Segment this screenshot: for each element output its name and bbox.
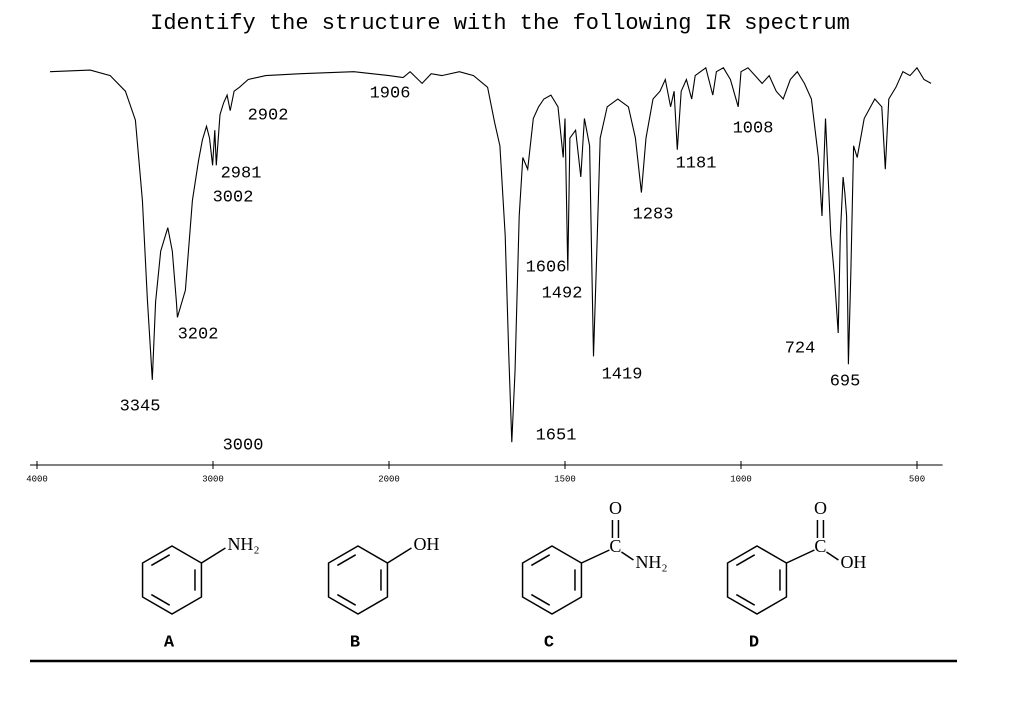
peak-label: 1008 xyxy=(733,119,774,138)
peak-label: 1606 xyxy=(526,258,567,277)
x-tick-label: 500 xyxy=(909,474,925,484)
spectrum-line xyxy=(49,66,932,443)
x-tick-label: 1000 xyxy=(730,474,752,484)
benzene-ring xyxy=(726,545,788,615)
x-tick-label: 2000 xyxy=(378,474,400,484)
peak-label: 1492 xyxy=(542,284,583,303)
double-bond xyxy=(735,554,756,567)
double-bond xyxy=(735,593,756,606)
peak-label: 1181 xyxy=(676,154,717,173)
atom-label: OH xyxy=(840,552,866,572)
bond xyxy=(581,549,610,564)
bond xyxy=(786,549,815,564)
atom-label: O xyxy=(814,498,827,518)
x-tick-label: 4000 xyxy=(26,474,48,484)
choice-letter: C xyxy=(544,633,554,652)
atom-label: NH₂ xyxy=(635,552,667,572)
bond xyxy=(621,551,634,561)
double-bond xyxy=(530,554,551,567)
atom-label: O xyxy=(609,498,622,518)
double-bond xyxy=(150,554,171,567)
atom-label: C xyxy=(814,536,826,556)
peak-label: 3202 xyxy=(178,325,219,344)
benzene-ring xyxy=(521,545,583,615)
benzene-ring xyxy=(327,545,389,615)
double-bond xyxy=(336,554,357,567)
benzene-ring xyxy=(141,545,203,615)
double-bond xyxy=(336,593,357,606)
x-tick-label: 1500 xyxy=(554,474,576,484)
peak-label: 695 xyxy=(830,372,861,391)
peak-label: 1419 xyxy=(602,365,643,384)
bond xyxy=(826,551,839,561)
peak-label: 3000 xyxy=(223,436,264,455)
atom-label: NH₂ xyxy=(227,534,259,554)
peak-label: 1906 xyxy=(370,84,411,103)
atom-label: OH xyxy=(413,534,439,554)
peak-label: 724 xyxy=(785,339,816,358)
atom-label: C xyxy=(609,536,621,556)
peak-label: 1283 xyxy=(633,205,674,224)
peak-label: 2981 xyxy=(221,164,262,183)
peak-label: 3002 xyxy=(213,188,254,207)
peak-label: 3345 xyxy=(120,397,161,416)
double-bond xyxy=(530,593,551,606)
double-bond xyxy=(150,593,171,606)
choice-letter: A xyxy=(164,633,175,652)
choice-letter: D xyxy=(749,633,759,652)
peak-label: 2902 xyxy=(248,106,289,125)
peak-label: 1651 xyxy=(536,426,577,445)
choice-letter: B xyxy=(350,633,360,652)
bond xyxy=(201,547,226,564)
bond xyxy=(387,547,412,564)
title: Identify the structure with the followin… xyxy=(150,11,850,36)
x-tick-label: 3000 xyxy=(202,474,224,484)
